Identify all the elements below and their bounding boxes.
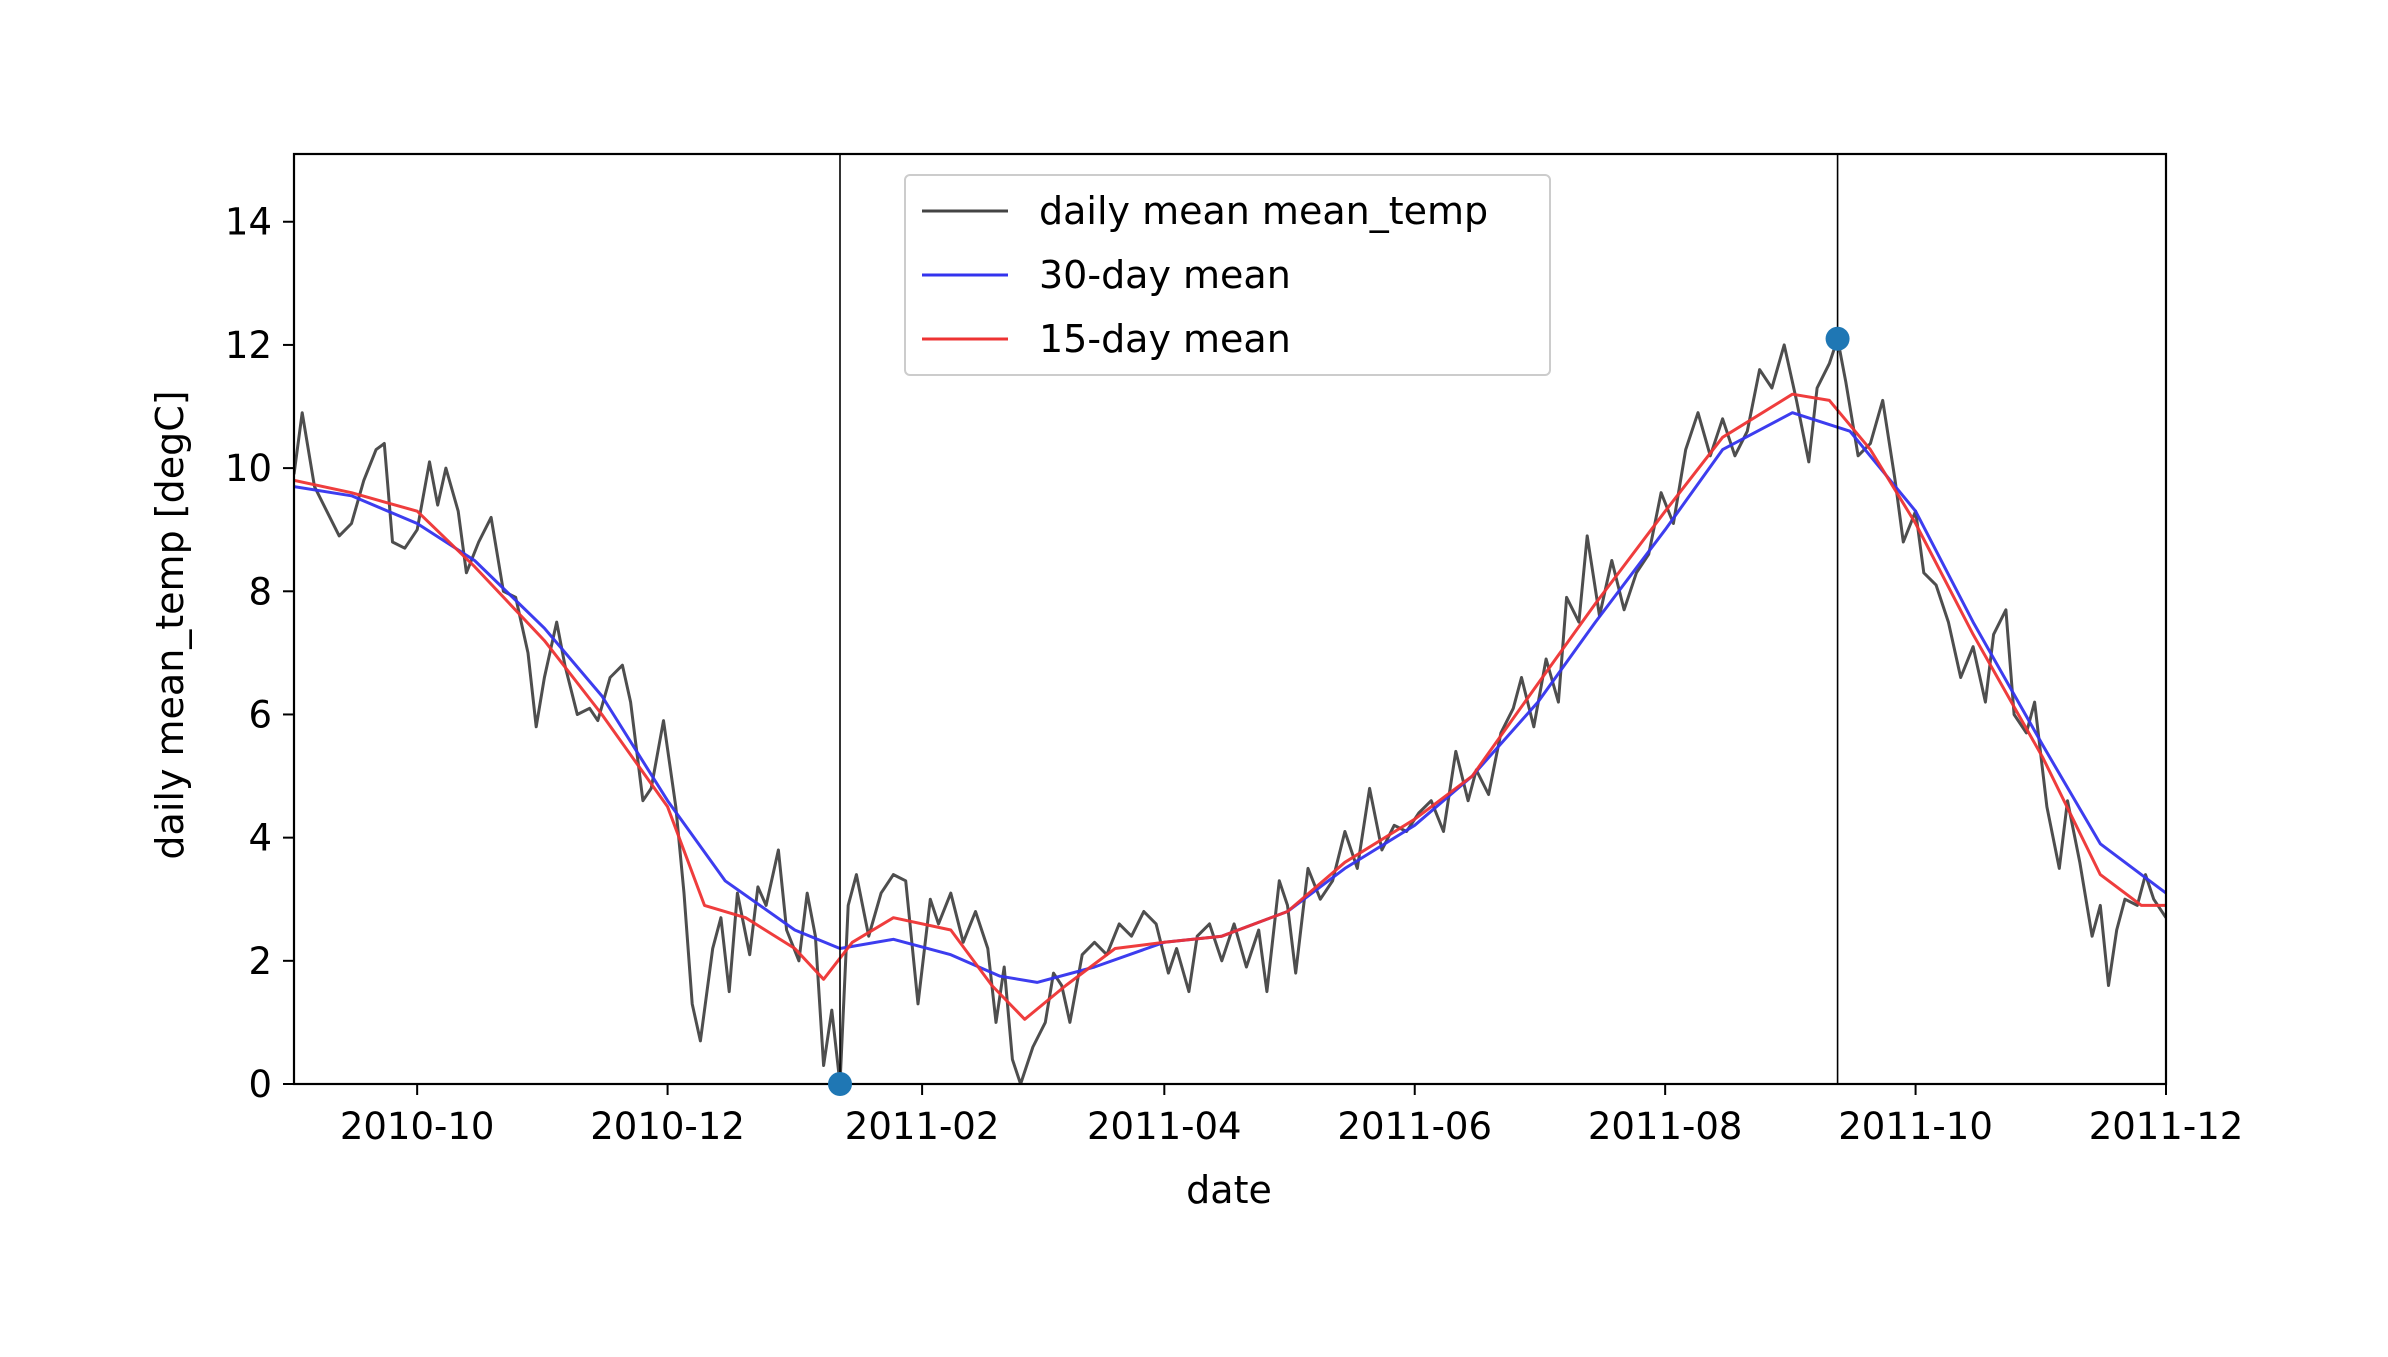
legend-label-0: daily mean mean_temp (1039, 189, 1488, 233)
marker-point-0 (828, 1072, 852, 1096)
x-tick-label: 2011-10 (1838, 1105, 1993, 1148)
y-axis-title: daily mean_temp [degC] (148, 390, 192, 859)
legend-label-1: 30-day mean (1039, 253, 1291, 297)
x-tick-label: 2011-08 (1588, 1105, 1743, 1148)
x-tick-label: 2011-06 (1337, 1105, 1492, 1148)
x-tick-label: 2011-04 (1087, 1105, 1242, 1148)
legend: daily mean mean_temp 30-day mean 15-day me… (904, 174, 1551, 376)
y-tick-label: 6 (248, 693, 272, 736)
legend-label-2: 15-day mean (1039, 317, 1291, 361)
plot-area (294, 154, 2166, 1084)
x-tick-label: 2011-02 (845, 1105, 1000, 1148)
axes-frame (292, 152, 2168, 1086)
series-line-0 (294, 337, 2166, 1084)
y-tick-label: 10 (225, 447, 272, 490)
x-axis-title: date (1186, 1168, 1272, 1212)
x-tick-label: 2011-12 (2089, 1105, 2244, 1148)
x-tick-label: 2010-12 (590, 1105, 745, 1148)
series-line-2 (294, 392, 2166, 1021)
x-tick-label: 2010-10 (340, 1105, 495, 1148)
marker-point-1 (1825, 326, 1850, 351)
y-tick-label: 8 (248, 570, 272, 613)
y-tick-label: 0 (248, 1063, 272, 1106)
y-tick-label: 4 (248, 817, 272, 860)
y-tick-label: 2 (248, 940, 272, 983)
axes: 2010-10 2010-12 2011-02 2011-04 2011-06 2011-… (225, 152, 2244, 1148)
y-tick-label: 14 (225, 201, 272, 244)
y-tick-label: 12 (225, 324, 272, 367)
legend-box (904, 174, 1551, 376)
